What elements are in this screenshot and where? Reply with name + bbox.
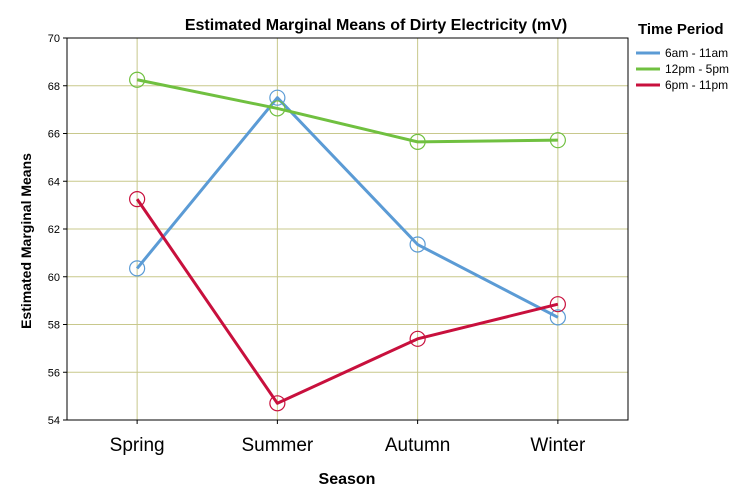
series-line-1 <box>135 96 559 319</box>
series-3-point <box>269 395 286 412</box>
chart-title: Estimated Marginal Means of Dirty Electr… <box>185 17 567 34</box>
x-axis-title: Season <box>319 471 376 488</box>
x-ticks-layer: Spring Summer Autumn Winter <box>110 420 586 456</box>
series-2-point <box>549 132 566 149</box>
series-line-2 <box>136 78 558 144</box>
y-ticks-layer: 54 56 58 60 62 64 66 68 70 <box>48 33 67 427</box>
series-layer <box>129 71 566 412</box>
x-tick-label: Summer <box>241 435 313 456</box>
y-tick-label: 64 <box>48 176 60 188</box>
series-1-point <box>409 236 426 253</box>
y-tick-label: 66 <box>48 129 60 141</box>
x-tick-label: Autumn <box>385 435 450 456</box>
y-tick-label: 70 <box>48 33 60 45</box>
series-1-point <box>549 309 566 326</box>
x-tick-label: Spring <box>110 435 165 456</box>
series-3-point <box>129 191 146 208</box>
y-tick-label: 58 <box>48 320 60 332</box>
legend-label: 12pm - 5pm <box>665 62 729 76</box>
series-2-point <box>129 71 146 88</box>
series-3-point <box>409 330 426 347</box>
y-tick-label: 56 <box>48 367 60 379</box>
series-line-3 <box>135 198 559 405</box>
series-1-point <box>129 260 146 277</box>
grid-layer <box>67 38 628 420</box>
series-1-point <box>269 89 286 106</box>
legend-label: 6pm - 11pm <box>665 78 728 92</box>
series-3-point <box>549 296 566 313</box>
series-2-point <box>409 133 426 150</box>
legend: Time Period 6am - 11am 12pm - 5pm 6pm - 11… <box>636 21 729 92</box>
y-tick-label: 60 <box>48 272 60 284</box>
y-tick-label: 54 <box>48 415 60 427</box>
legend-label: 6am - 11am <box>665 46 728 60</box>
y-tick-label: 68 <box>48 81 60 93</box>
y-tick-label: 62 <box>48 224 60 236</box>
y-axis-title: Estimated Marginal Means <box>18 153 34 329</box>
legend-title: Time Period <box>638 21 724 38</box>
x-tick-label: Winter <box>530 435 586 456</box>
series-2-point <box>269 100 286 117</box>
